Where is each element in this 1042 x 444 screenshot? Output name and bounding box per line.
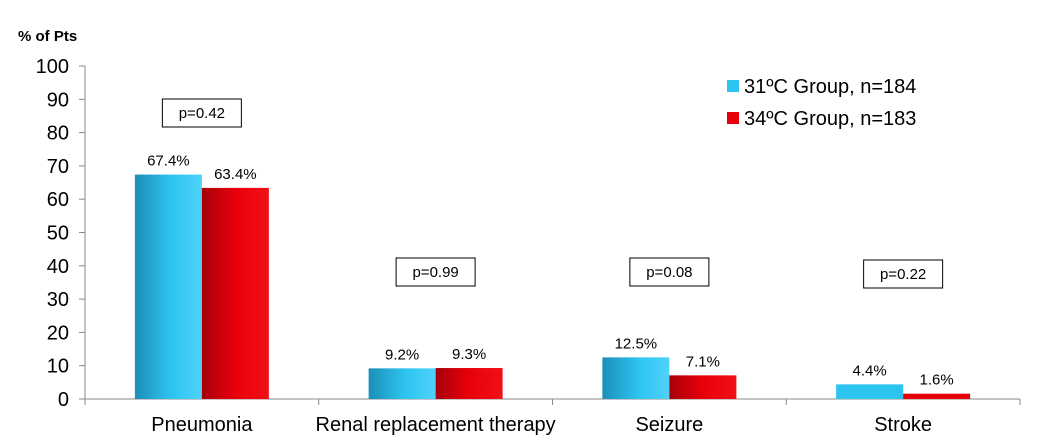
bar-34c [435, 368, 503, 399]
p-value-frame [395, 257, 476, 287]
bar-31c [368, 368, 436, 399]
data-label: 1.6% [920, 372, 954, 389]
p-value-label: p=0.99 [412, 264, 458, 281]
y-tick-label: 0 [58, 389, 69, 411]
y-tick-label: 100 [36, 56, 69, 78]
legend-label-31c: 31ºC Group, n=184 [744, 76, 916, 98]
p-value-boxes: p=0.42 p=0.99 p=0.08 p=0.22 [161, 98, 944, 289]
x-tick-label: Stroke [874, 414, 932, 436]
y-tick-label: 10 [47, 356, 69, 378]
y-tick-label: 20 [47, 322, 69, 344]
bar-34c [669, 375, 737, 399]
p-value-label: p=0.22 [880, 266, 926, 283]
y-tick-label: 60 [47, 189, 69, 211]
y-tick-label: 30 [47, 289, 69, 311]
y-tick-label: 70 [47, 156, 69, 178]
x-tick-label: Renal replacement therapy [316, 414, 556, 436]
legend-swatch-31c [727, 80, 739, 92]
legend: 31ºC Group, n=184 34ºC Group, n=183 [727, 76, 916, 130]
bar-34c [903, 393, 971, 399]
p-value-frame [863, 259, 944, 289]
data-label: 7.1% [686, 353, 720, 370]
data-label: 4.4% [853, 362, 887, 379]
x-axis: Pneumonia Renal replacement therapy Seizur… [84, 398, 1021, 436]
data-label: 67.4% [147, 153, 190, 170]
p-value-label: p=0.08 [646, 264, 692, 281]
bar-31c [836, 384, 904, 399]
p-value-box: p=0.08 [629, 257, 710, 287]
x-tick-label: Pneumonia [151, 414, 253, 436]
p-value-box: p=0.42 [161, 98, 242, 128]
p-value-frame [629, 257, 710, 287]
bar-31c [134, 174, 202, 399]
y-axis-title: % of Pts [18, 28, 77, 45]
data-label: 12.5% [615, 335, 658, 352]
y-tick-label: 90 [47, 89, 69, 111]
y-tick-label: 80 [47, 123, 69, 145]
bar-34c [201, 187, 269, 399]
bar-31c [602, 357, 670, 399]
legend-label-34c: 34ºC Group, n=183 [744, 108, 916, 130]
y-tick-label: 50 [47, 223, 69, 245]
data-labels: 67.4% 9.2% 12.5% 4.4% 63.4% 9.3% 7.1% 1.6% [147, 153, 954, 389]
data-label: 63.4% [214, 166, 257, 183]
p-value-frame [161, 98, 242, 128]
x-tick-label: Seizure [635, 414, 703, 436]
data-label: 9.3% [452, 346, 486, 363]
p-value-label: p=0.42 [179, 105, 225, 122]
data-label: 9.2% [385, 346, 419, 363]
y-tick-label: 40 [47, 256, 69, 278]
bars [134, 174, 971, 399]
p-value-box: p=0.22 [863, 259, 944, 289]
y-axis: 0 10 20 30 40 50 60 70 80 90 100 [36, 56, 86, 411]
p-value-box: p=0.99 [395, 257, 476, 287]
legend-swatch-34c [727, 112, 739, 124]
